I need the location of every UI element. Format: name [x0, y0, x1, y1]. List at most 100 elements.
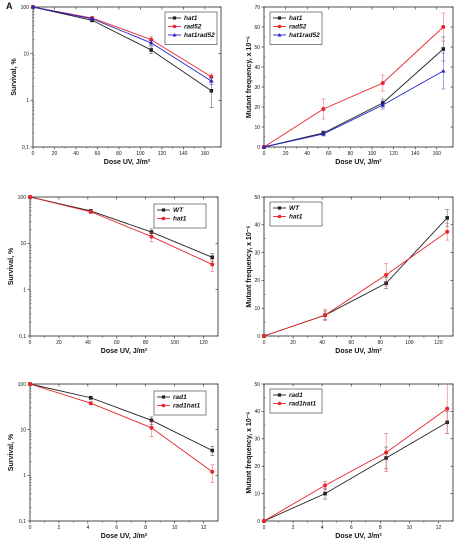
y-axis-title: Survival, % — [8, 433, 15, 471]
x-tick-label: 10 — [407, 525, 413, 531]
panel-6: 0 2 4 6 8 10 12 0 10 20 30 40 50 Dose UV, J/m² Mutant … — [246, 382, 454, 540]
x-axis-title: Dose UV, J/m² — [335, 533, 382, 540]
x-tick-label: 4 — [86, 525, 89, 531]
series-hat1 — [28, 195, 215, 272]
data-point — [210, 448, 215, 453]
x-tick-label: 20 — [52, 151, 58, 157]
data-point — [210, 255, 215, 260]
y-tick-label: 10 — [20, 241, 26, 247]
y-tick-label: 60 — [254, 25, 260, 31]
series-line — [263, 421, 448, 522]
legend-entry: hat1rad52 — [289, 32, 320, 39]
x-tick-label: 120 — [434, 340, 443, 346]
x-tick-label: 40 — [304, 151, 310, 157]
y-tick-label: 30 — [254, 250, 260, 256]
data-point — [441, 25, 446, 29]
y-tick-label: 0 — [257, 145, 260, 151]
data-point — [445, 406, 450, 411]
legend-swatch-marker — [172, 24, 177, 29]
legend-entry: WT — [173, 207, 184, 214]
legend-entry: rad1 — [173, 394, 187, 401]
data-point — [209, 89, 214, 93]
x-tick-label: 4 — [321, 525, 324, 531]
data-point — [209, 78, 214, 83]
series-hat1rad52 — [30, 4, 214, 85]
x-tick-label: 80 — [378, 340, 384, 346]
x-tick-label: 80 — [348, 151, 354, 157]
x-tick-label: 0 — [263, 340, 266, 346]
x-tick-label: 20 — [290, 340, 296, 346]
x-tick-label: 10 — [172, 525, 178, 531]
x-tick-label: 12 — [436, 525, 442, 531]
data-point — [384, 450, 389, 455]
x-axis-title: Dose UV, J/m² — [335, 159, 382, 166]
series-line — [32, 6, 212, 82]
panel-1: A 0 20 40 60 80 100 120 140 160 0,1 1 10 100 Dose UV, … — [6, 1, 222, 166]
y-axis-title: Survival, % — [8, 247, 15, 285]
y-tick-label: 10 — [23, 51, 29, 57]
series-rad1hat1 — [28, 382, 215, 483]
legend-entry: hat1 — [289, 214, 303, 221]
x-tick-label: 0 — [32, 151, 35, 157]
x-tick-label: 140 — [179, 151, 188, 157]
data-point — [209, 74, 214, 79]
x-tick-label: 2 — [292, 525, 295, 531]
y-tick-label: 0,1 — [19, 334, 26, 340]
x-tick-label: 80 — [143, 340, 149, 346]
data-point — [88, 395, 93, 400]
y-tick-label: 100 — [21, 5, 30, 11]
x-tick-label: 60 — [326, 151, 332, 157]
data-point — [323, 491, 327, 496]
series-hat1rad52 — [261, 52, 446, 149]
legend-entry: hat1 — [173, 216, 187, 223]
series-line — [29, 383, 213, 451]
legend-swatch-marker — [161, 216, 166, 221]
legend-entry: hat1rad52 — [184, 32, 215, 39]
x-axis-title: Dose UV, J/m² — [335, 348, 382, 355]
legend-entry: hat1 — [289, 15, 303, 22]
data-point — [149, 418, 154, 423]
legend-swatch-marker — [277, 33, 282, 37]
y-tick-label: 1 — [26, 98, 29, 104]
x-tick-label: 60 — [95, 151, 101, 157]
legend-swatch-marker — [277, 24, 282, 29]
x-tick-label: 120 — [389, 151, 398, 157]
data-point — [149, 234, 154, 239]
legend-swatch-marker — [277, 401, 282, 406]
data-point — [30, 4, 36, 9]
x-tick-label: 20 — [283, 151, 289, 157]
data-point — [88, 401, 93, 406]
x-tick-label: 40 — [73, 151, 79, 157]
data-point — [384, 272, 389, 277]
data-point — [210, 469, 215, 474]
y-axis-title: Mutant frequency, x 10⁻⁶ — [246, 411, 253, 493]
data-point — [262, 519, 266, 523]
series-line — [263, 70, 444, 148]
data-point — [321, 107, 326, 111]
y-tick-label: 20 — [254, 278, 260, 284]
data-point — [210, 262, 215, 267]
legend: WT hat1 — [269, 201, 323, 227]
x-tick-label: 100 — [405, 340, 414, 346]
x-tick-label: 60 — [348, 340, 354, 346]
y-tick-label: 30 — [254, 85, 260, 91]
data-point — [88, 209, 93, 214]
data-point — [323, 313, 328, 318]
y-tick-label: 20 — [254, 464, 260, 470]
data-point — [380, 102, 385, 107]
series-rad1hat1 — [262, 383, 450, 523]
series-hat1 — [262, 223, 450, 338]
series-WT — [262, 209, 450, 338]
x-tick-label: 60 — [114, 340, 120, 346]
x-tick-label: 120 — [158, 151, 167, 157]
x-axis-title: Dose UV, J/m² — [104, 159, 151, 166]
y-tick-label: 50 — [254, 195, 260, 201]
data-point — [441, 68, 446, 73]
y-tick-label: 10 — [20, 427, 26, 433]
legend-box — [153, 203, 207, 229]
legend: WT hat1 — [153, 203, 207, 229]
legend-entry: rad52 — [184, 24, 202, 31]
